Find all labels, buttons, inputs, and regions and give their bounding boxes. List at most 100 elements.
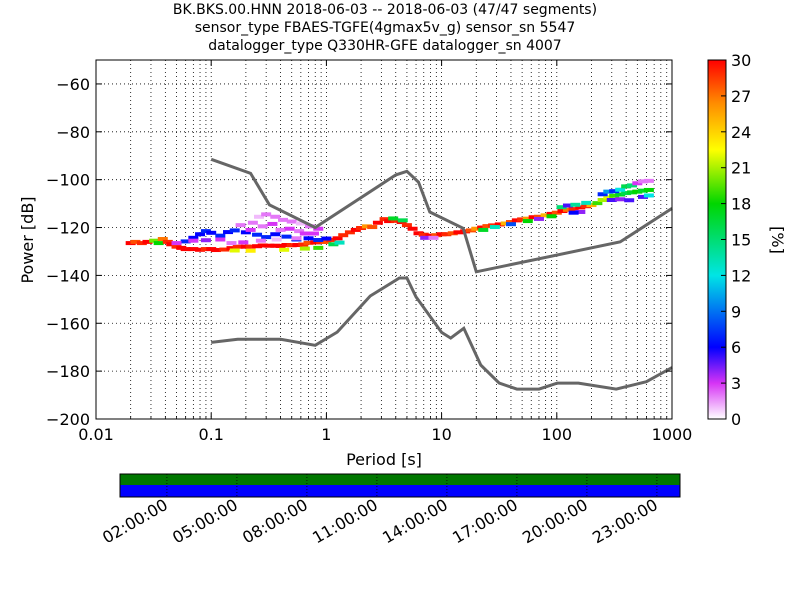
psd-cell [478, 227, 489, 232]
colorbar-tick-label: 9 [731, 302, 741, 321]
psd-cell [157, 237, 168, 242]
psd-cell [540, 213, 551, 218]
psd-cell [267, 221, 278, 226]
psd-cell [252, 244, 263, 249]
psd-cell [188, 238, 199, 243]
psd-cell [562, 203, 573, 208]
psd-cell [219, 247, 230, 252]
timeline-data-bar [120, 474, 680, 485]
psd-cell [581, 204, 592, 209]
psd-cell [570, 202, 581, 207]
y-tick-label: −100 [46, 171, 90, 190]
psd-cell [615, 197, 626, 202]
psd-cell [252, 232, 263, 237]
psd-cell [609, 193, 620, 198]
psd-cell [637, 194, 648, 199]
colorbar-tick-label: 6 [731, 338, 741, 357]
psd-cell [621, 191, 632, 196]
psd-cell [372, 220, 383, 225]
psd-cell [350, 227, 361, 232]
psd-cell [215, 237, 226, 242]
x-tick-label: 0.1 [198, 425, 223, 444]
colorbar-ticks: 0 3 6 9 12 15 18 21 24 27 30 [721, 51, 751, 429]
psd-cell [643, 178, 654, 183]
psd-cell [551, 210, 562, 215]
psd-cell [229, 228, 240, 233]
high-noise-model-line [210, 157, 673, 274]
psd-cell [637, 179, 648, 184]
psd-cell [275, 243, 286, 248]
timeline-tick-label: 14:00:00 [379, 495, 451, 547]
title-line-2: sensor_type FBAES-TGFE(4gmax5v_g) sensor… [194, 20, 576, 36]
psd-cell [332, 236, 343, 241]
psd-cell [388, 216, 399, 221]
x-tick-label: 1 [321, 425, 331, 444]
psd-cell [223, 230, 234, 235]
psd-cell [627, 190, 638, 195]
colorbar-tick-label: 21 [731, 159, 751, 178]
psd-cell [356, 226, 367, 231]
psd-cell [142, 239, 153, 244]
colorbar-tick-label: 0 [731, 410, 741, 429]
psd-cell [200, 247, 211, 252]
psd-cell [188, 235, 199, 240]
psd-cell [477, 225, 488, 230]
psd-cell [210, 248, 221, 253]
psd-cell [575, 209, 586, 214]
psd-cell [298, 242, 309, 247]
psd-cell [546, 211, 557, 216]
psd-cells [125, 178, 654, 253]
timeline-tick-label: 11:00:00 [309, 495, 381, 547]
psd-cell [528, 215, 539, 220]
psd-cell [431, 233, 442, 238]
psd-cell [632, 181, 643, 186]
psd-cell [482, 224, 493, 229]
psd-cell [264, 243, 275, 248]
psd-cell [556, 205, 567, 210]
colorbar-tick-label: 12 [731, 266, 751, 285]
psd-cell [162, 239, 173, 244]
psd-cell [166, 242, 177, 247]
psd-cell [505, 222, 516, 227]
psd-cell [428, 235, 439, 240]
colorbar-tick-label: 27 [731, 87, 751, 106]
psd-cell [261, 235, 272, 240]
psd-cell [245, 244, 256, 249]
colorbar-label: [%] [768, 226, 787, 254]
psd-cell [257, 224, 268, 229]
psd-cell [522, 216, 533, 221]
psd-cell [313, 226, 324, 231]
psd-cell [195, 247, 206, 252]
psd-cell [533, 216, 544, 221]
psd-cell [397, 218, 408, 223]
psd-cell [247, 220, 258, 225]
psd-cell [270, 243, 281, 248]
psd-cell [494, 222, 505, 227]
y-tick-label: −80 [56, 123, 90, 142]
psd-cell [257, 243, 268, 248]
psd-cell [367, 225, 378, 230]
psd-cell [313, 237, 324, 242]
psd-cell [232, 244, 243, 249]
psd-cell [597, 192, 608, 197]
psd-cell [643, 193, 654, 198]
psd-cell [235, 223, 246, 228]
timeline-gap-bar [120, 485, 680, 497]
title-line-3: datalogger_type Q330HR-GFE datalogger_sn… [208, 38, 562, 54]
y-tick-label: −140 [46, 266, 90, 285]
psd-cell [562, 207, 573, 212]
psd-cell [279, 247, 290, 252]
x-tick-label: 1000 [652, 425, 693, 444]
psd-cell [505, 220, 516, 225]
psd-cell [390, 218, 401, 223]
psd-cell [568, 207, 579, 212]
psd-cell [261, 212, 272, 217]
psd-cell [597, 198, 608, 203]
psd-cell [615, 192, 626, 197]
psd-cell [255, 238, 266, 243]
psd-cell [215, 233, 226, 238]
psd-cell [453, 230, 464, 235]
psd-cell [149, 238, 160, 243]
psd-cell [229, 248, 240, 253]
